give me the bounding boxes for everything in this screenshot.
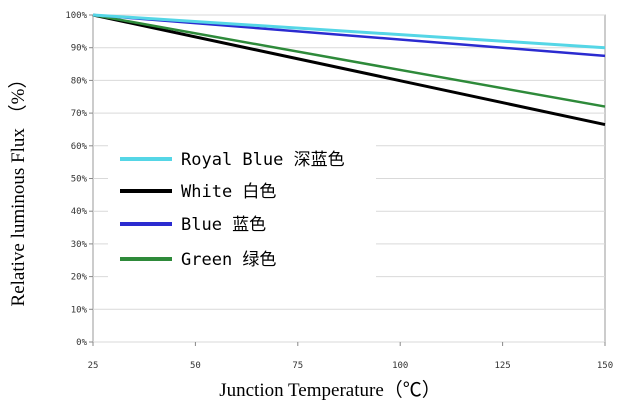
y-axis-title: Relative luminous Flux （%） — [7, 70, 29, 307]
x-tick-label: 100 — [392, 361, 408, 371]
legend-label: Blue 蓝色 — [181, 215, 266, 235]
series-line — [92, 13, 606, 127]
legend-box — [108, 140, 376, 280]
x-tick-label: 50 — [190, 361, 201, 371]
y-tick-label: 80% — [71, 76, 88, 86]
series-line — [92, 13, 606, 50]
y-tick-label: 50% — [71, 175, 88, 185]
y-tick-labels: 0% 10% 20% 30% 40% 50% 60% 70% 80% 90% 100% — [65, 11, 87, 348]
y-tick-label: 70% — [71, 109, 88, 119]
series-lines — [92, 13, 606, 127]
legend: Royal Blue 深蓝色 White 白色 Blue 蓝色 Green 绿色 — [120, 150, 345, 270]
y-tick-label: 60% — [71, 142, 88, 152]
y-tick-label: 90% — [71, 44, 88, 54]
x-tick-label: 75 — [292, 361, 303, 371]
y-tick-label: 20% — [71, 273, 88, 283]
x-tick-label: 25 — [88, 361, 99, 371]
x-axis-title: Junction Temperature（℃） — [219, 379, 441, 401]
series-line — [92, 13, 606, 108]
y-tick-label: 40% — [71, 207, 88, 217]
x-tick-label: 125 — [494, 361, 510, 371]
y-tick-label: 100% — [65, 11, 87, 21]
x-tick-labels: 25 50 75 100 125 150 — [88, 361, 614, 371]
x-tick-label: 150 — [597, 361, 613, 371]
legend-label: Royal Blue 深蓝色 — [181, 150, 345, 170]
legend-label: White 白色 — [181, 182, 276, 202]
legend-label: Green 绿色 — [181, 250, 276, 270]
y-tick-label: 0% — [76, 338, 87, 348]
y-tick-label: 30% — [71, 240, 88, 250]
y-tick-label: 10% — [71, 305, 88, 315]
